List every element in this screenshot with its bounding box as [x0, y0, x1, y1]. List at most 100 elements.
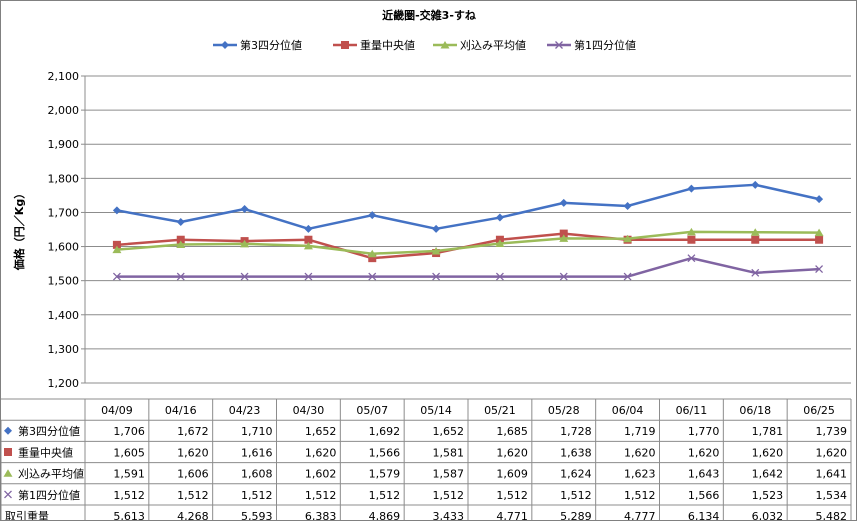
x-category-label: 04/30 — [293, 404, 325, 417]
table-cell: 1,512 — [177, 489, 209, 502]
data-point — [431, 246, 441, 255]
table-cell: 1,512 — [433, 489, 465, 502]
table-cell: 1,652 — [305, 425, 337, 438]
data-point — [559, 229, 568, 238]
legend-item: 第1四分位値 — [547, 38, 636, 52]
x-category-label: 04/09 — [101, 404, 133, 417]
table-cell: 1,643 — [688, 468, 720, 481]
table-cell: 4,771 — [496, 510, 528, 520]
y-tick-label: 1,800 — [48, 172, 80, 185]
x-category-label: 06/11 — [676, 404, 708, 417]
x-category-label: 06/04 — [612, 404, 644, 417]
legend-marker — [440, 41, 450, 49]
data-point — [368, 272, 377, 281]
series-line — [116, 256, 820, 278]
y-tick-label: 1,700 — [48, 206, 80, 219]
table-cell: 1,587 — [433, 468, 465, 481]
data-point — [815, 235, 824, 244]
data-point — [686, 227, 696, 236]
x-category-label: 06/25 — [803, 404, 835, 417]
table-row: 第3四分位値 1,706 1,672 1,710 1,652 1,692 1,652 1,68… — [4, 424, 847, 438]
table-cell: 1,770 — [688, 425, 720, 438]
table-cell: 1,638 — [560, 446, 592, 459]
data-point — [687, 184, 696, 193]
table-cell: 1,512 — [496, 489, 528, 502]
table-cell: 1,605 — [113, 446, 145, 459]
table-cell: 1,512 — [369, 489, 401, 502]
data-point — [495, 272, 504, 281]
table-cell: 1,728 — [560, 425, 592, 438]
table-cell: 1,566 — [688, 489, 720, 502]
table-cell: 5,482 — [816, 510, 848, 520]
table-cell: 1,781 — [752, 425, 784, 438]
data-point — [112, 206, 121, 215]
data-point — [112, 272, 121, 281]
table-cell: 1,620 — [305, 446, 337, 459]
table-cell: 6,032 — [752, 510, 784, 520]
table-cell: 6,134 — [688, 510, 720, 520]
table-row-label: 取引重量 — [5, 509, 49, 520]
data-point — [815, 265, 824, 274]
data-point — [368, 211, 377, 220]
table-cell: 1,620 — [177, 446, 209, 459]
table-legend-key — [4, 426, 12, 435]
table-cell: 1,623 — [624, 468, 656, 481]
data-point — [176, 235, 185, 244]
table-cell: 6,383 — [305, 510, 337, 520]
data-point — [304, 272, 313, 281]
table-cell: 1,512 — [241, 489, 273, 502]
table-cell: 1,566 — [369, 446, 401, 459]
table-row-label: 第3四分位値 — [18, 424, 80, 438]
y-tick-label: 1,400 — [48, 309, 80, 322]
data-point — [176, 272, 185, 281]
table-cell: 1,534 — [816, 489, 848, 502]
table-cell: 1,609 — [496, 468, 528, 481]
data-point — [112, 245, 122, 254]
legend-label: 重量中央値 — [360, 38, 415, 52]
table-cell: 1,685 — [496, 425, 528, 438]
y-tick-label: 2,100 — [48, 70, 80, 83]
table-cell: 1,672 — [177, 425, 209, 438]
table-legend-key — [4, 448, 12, 456]
y-tick-label: 1,900 — [48, 138, 80, 151]
data-point — [432, 224, 441, 233]
data-point — [623, 201, 632, 210]
table-row: 刈込み平均値 1,591 1,606 1,608 1,602 1,579 1,587 1,60… — [3, 468, 848, 481]
legend-label: 第1四分位値 — [574, 38, 636, 52]
data-point — [623, 234, 633, 243]
table-cell: 4,268 — [177, 510, 209, 520]
y-tick-label: 1,500 — [48, 275, 80, 288]
data-point — [112, 240, 121, 249]
table-cell: 1,591 — [113, 468, 145, 481]
data-point — [623, 272, 632, 281]
plot-area — [112, 180, 824, 281]
gridlines — [85, 75, 851, 384]
x-category-label: 04/23 — [229, 404, 261, 417]
legend-item: 第3四分位値 — [213, 38, 302, 52]
table-legend-key — [3, 469, 13, 477]
table-cell: 1,512 — [560, 489, 592, 502]
table-cell: 1,512 — [113, 489, 145, 502]
table-cell: 1,608 — [241, 468, 273, 481]
table-cell: 1,602 — [305, 468, 337, 481]
legend-marker — [555, 41, 563, 49]
table-row: 取引重量 5,613 4,268 5,593 6,383 4,869 3,433 4,771 5… — [5, 509, 848, 523]
table-cell: 5,593 — [241, 510, 273, 520]
y-axis-label: 価格（円／Kg） — [12, 188, 26, 271]
table-cell: 1,641 — [816, 468, 848, 481]
data-point — [687, 235, 696, 244]
table-row-label: 重量中央値 — [18, 445, 73, 459]
legend-item: 刈込み平均値 — [433, 39, 526, 52]
x-category-label: 05/21 — [484, 404, 516, 417]
data-point — [815, 195, 824, 204]
table-cell: 1,581 — [433, 446, 465, 459]
data-point — [304, 235, 313, 244]
table-legend-key — [4, 490, 12, 499]
table-cell: 1,710 — [241, 425, 273, 438]
data-point — [559, 198, 568, 207]
table-cell: 4,869 — [369, 510, 401, 520]
table-cell: 1,620 — [752, 446, 784, 459]
table-row-label: 第1四分位値 — [18, 488, 80, 502]
x-category-label: 05/07 — [356, 404, 388, 417]
